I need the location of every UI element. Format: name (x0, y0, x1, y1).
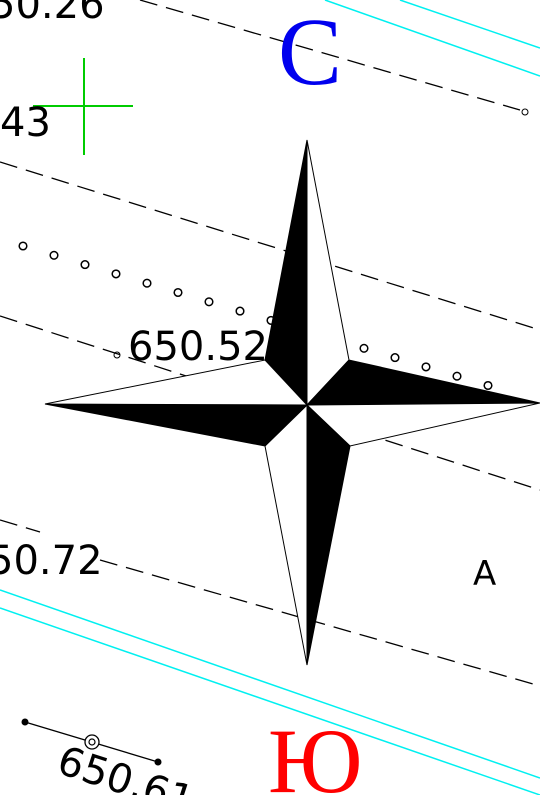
road-edge-top (324, 0, 540, 77)
fence-dot (390, 353, 400, 363)
point-marker-center (113, 351, 121, 359)
elevation-label-center: 650.52 (128, 324, 268, 370)
fence-dot (18, 241, 28, 251)
compass-north-light (306, 139, 350, 407)
fence-dot (173, 287, 183, 298)
elevation-label-bottom: 650.61 (52, 738, 199, 795)
compass-north-label: С (278, 0, 342, 105)
compass-rose (44, 139, 540, 666)
survey-cross (33, 58, 133, 155)
road-line-bottom-2 (0, 607, 540, 795)
fence-dot (80, 260, 90, 270)
elevation-label-left-lower: 50.72 (0, 538, 103, 584)
compass-north-dark (264, 139, 308, 407)
elevation-label-left-upper: 43 (0, 100, 51, 146)
survey-vertex-end (154, 758, 162, 766)
compass-south-dark (306, 403, 351, 666)
road-edge-bottom (0, 589, 540, 795)
fence-dot (142, 278, 152, 288)
survey-point-bottom (21, 718, 162, 766)
fence-dot (204, 297, 214, 307)
dashed-line-2 (0, 161, 540, 331)
dashed-line-5 (0, 519, 41, 533)
survey-vertex-start (21, 718, 29, 726)
survey-benchmark-inner (88, 738, 96, 746)
compass-south-light (264, 403, 308, 666)
fence-dot (49, 250, 59, 260)
dashed-line-4 (99, 559, 540, 687)
fence-dot (483, 380, 493, 391)
road-line-top-2 (324, 0, 540, 77)
fence-dot (359, 343, 369, 353)
compass-south-label: Ю (268, 710, 363, 795)
fence-dot (421, 362, 431, 372)
point-marker-top (521, 108, 529, 116)
road-line-top-1 (399, 0, 540, 49)
fence-dot (111, 269, 121, 279)
compass-west-dark (44, 403, 309, 447)
road-line-bottom-1 (0, 589, 540, 779)
fence-dot (235, 306, 245, 316)
survey-benchmark-outer (84, 734, 100, 750)
compass-west-light (44, 359, 309, 406)
marker-letter: A (473, 554, 496, 594)
fence-dot (452, 371, 462, 381)
elevation-label-top-left: 50.26 (0, 0, 105, 28)
dashed-line-1 (139, 0, 521, 111)
